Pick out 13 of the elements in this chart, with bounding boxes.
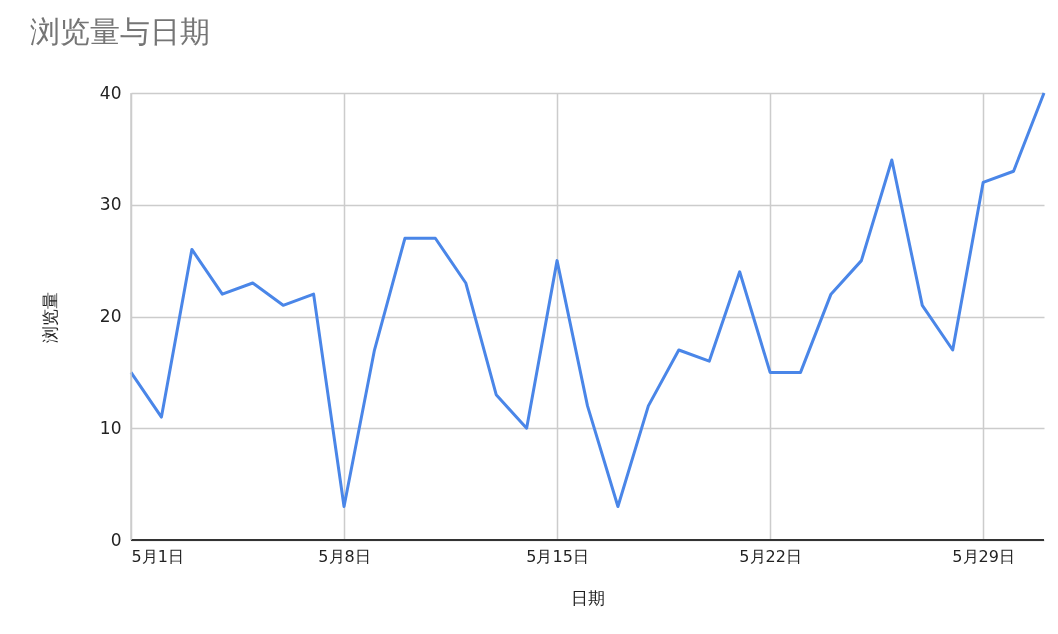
y-tick-label: 10 xyxy=(99,417,122,438)
x-axis-title: 日期 xyxy=(571,587,605,608)
y-tick-label: 40 xyxy=(99,82,122,103)
y-tick-label: 30 xyxy=(99,194,122,215)
chart-title: 浏览量与日期 xyxy=(30,14,210,49)
x-tick-label: 5月29日 xyxy=(952,546,1015,566)
x-tick-label: 5月22日 xyxy=(739,546,802,566)
y-axis-title: 浏览量 xyxy=(39,291,60,343)
x-tick-label: 5月8日 xyxy=(318,546,371,566)
y-tick-label: 0 xyxy=(110,529,122,550)
x-tick-label: 5月15日 xyxy=(526,546,589,566)
x-tick-label: 5月1日 xyxy=(131,546,184,566)
y-tick-label: 20 xyxy=(99,306,122,326)
